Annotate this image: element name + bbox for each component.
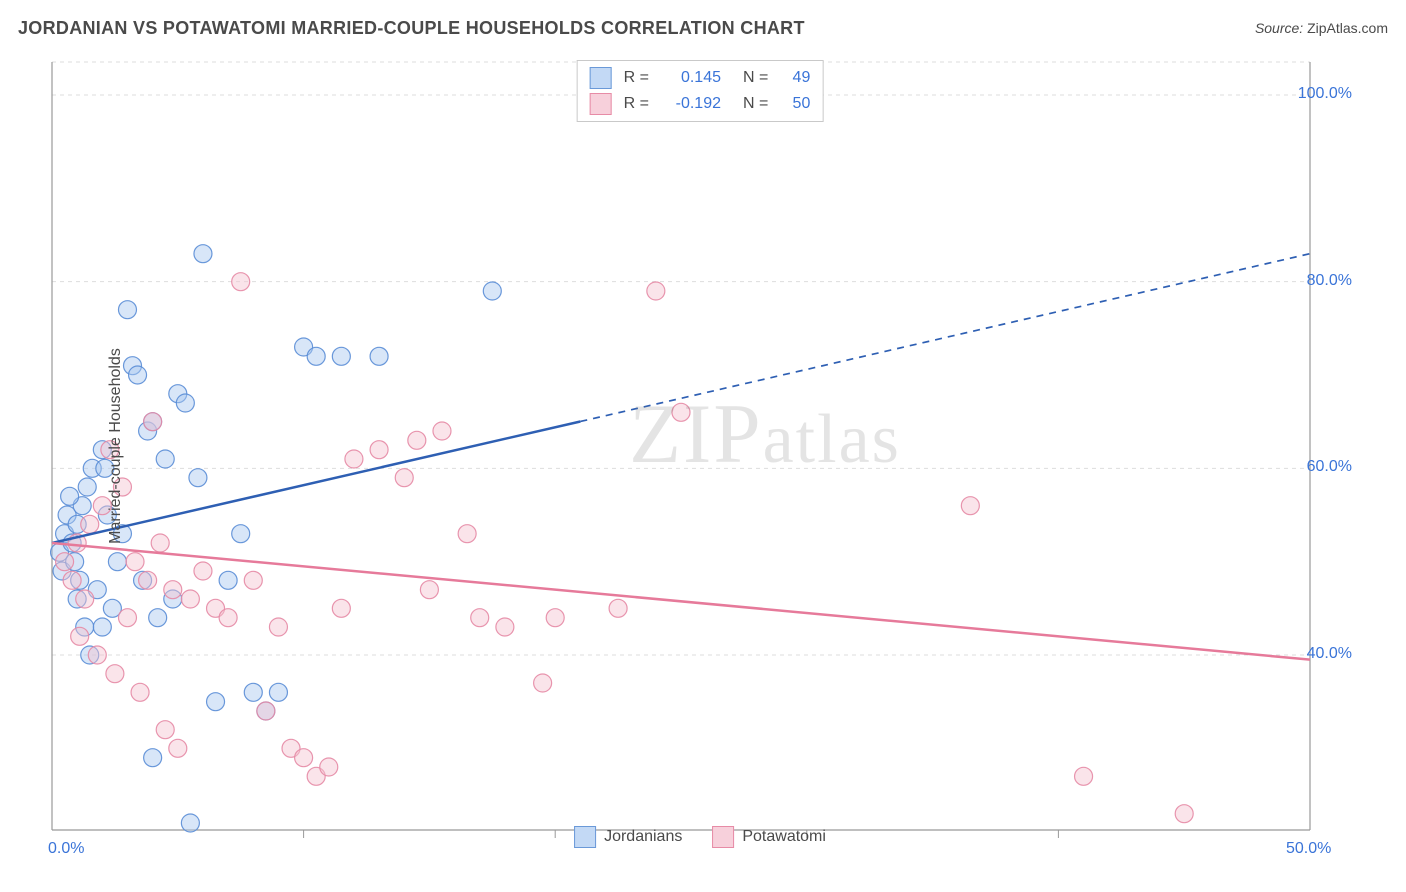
stats-row-potawatomi: R = -0.192 N = 50 <box>590 91 811 117</box>
y-axis-label: Married-couple Households <box>107 348 125 544</box>
r-label: R = <box>624 95 649 113</box>
r-label: R = <box>624 69 649 87</box>
swatch-jordanians <box>590 67 612 89</box>
n-label: N = <box>743 95 768 113</box>
legend-label-jordanians: Jordanians <box>604 828 682 846</box>
chart-area: R = 0.145 N = 49 R = -0.192 N = 50 ZIPat… <box>50 60 1350 840</box>
r-value-jordanians: 0.145 <box>661 69 721 87</box>
source-label: Source: <box>1255 20 1303 36</box>
n-value-potawatomi: 50 <box>780 95 810 113</box>
y-tick-label: 100.0% <box>1298 85 1352 103</box>
legend-item-potawatomi: Potawatomi <box>712 826 826 848</box>
y-tick-label: 60.0% <box>1307 458 1352 476</box>
x-tick-label: 0.0% <box>48 840 84 858</box>
legend-label-potawatomi: Potawatomi <box>742 828 826 846</box>
y-tick-label: 40.0% <box>1307 645 1352 663</box>
correlation-stats-box: R = 0.145 N = 49 R = -0.192 N = 50 <box>577 60 824 122</box>
scatter-plot-svg <box>50 60 1350 870</box>
swatch-potawatomi <box>590 93 612 115</box>
n-label: N = <box>743 69 768 87</box>
stats-row-jordanians: R = 0.145 N = 49 <box>590 65 811 91</box>
y-tick-label: 80.0% <box>1307 272 1352 290</box>
r-value-potawatomi: -0.192 <box>661 95 721 113</box>
chart-title: JORDANIAN VS POTAWATOMI MARRIED-COUPLE H… <box>18 18 805 38</box>
bottom-legend: Jordanians Potawatomi <box>574 826 826 848</box>
legend-swatch-jordanians <box>574 826 596 848</box>
source-value: ZipAtlas.com <box>1307 20 1388 36</box>
x-tick-label: 50.0% <box>1286 840 1331 858</box>
n-value-jordanians: 49 <box>780 69 810 87</box>
legend-swatch-potawatomi <box>712 826 734 848</box>
legend-item-jordanians: Jordanians <box>574 826 682 848</box>
source-attribution: Source: ZipAtlas.com <box>1255 20 1388 36</box>
